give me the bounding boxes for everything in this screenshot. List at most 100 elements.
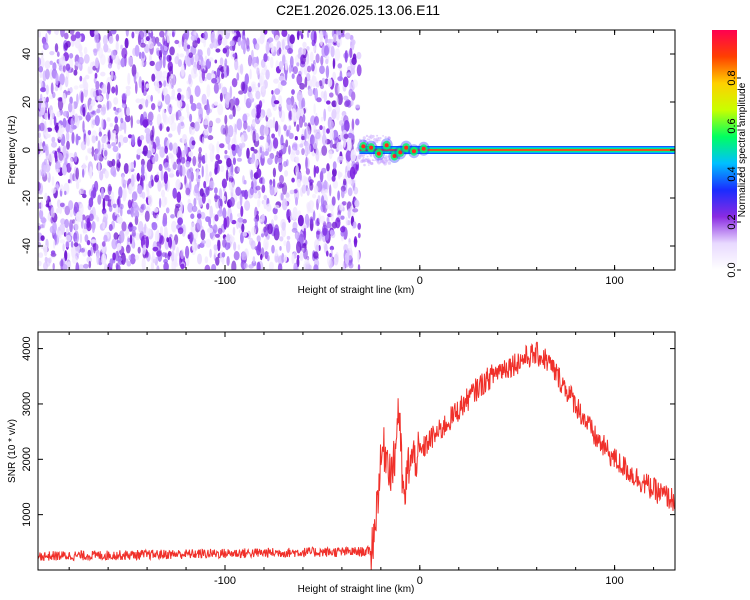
noise-speck: [320, 195, 325, 208]
noise-speck: [344, 32, 351, 40]
noise-speck: [357, 232, 361, 239]
noise-speck: [329, 253, 332, 258]
noise-speck: [253, 149, 258, 154]
noise-speck: [142, 244, 146, 255]
noise-speck: [121, 47, 128, 59]
noise-speck: [172, 187, 177, 199]
noise-speck: [346, 72, 352, 77]
noise-speck: [125, 88, 131, 97]
noise-speck: [145, 99, 149, 108]
noise-speck: [232, 226, 236, 236]
noise-speck: [53, 116, 57, 127]
noise-speck: [254, 218, 258, 231]
noise-speck: [50, 82, 54, 95]
noise-speck: [44, 44, 49, 49]
noise-speck: [351, 118, 355, 131]
noise-speck: [326, 163, 330, 172]
noise-speck: [220, 165, 225, 173]
noise-speck: [197, 244, 201, 250]
noise-speck: [232, 105, 236, 118]
noise-speck: [337, 63, 343, 69]
noise-speck: [50, 250, 56, 255]
noise-speck: [86, 256, 92, 264]
noise-speck: [241, 251, 247, 261]
noise-speck: [366, 155, 369, 158]
noise-speck: [62, 117, 67, 128]
noise-speck: [159, 30, 165, 38]
noise-speck: [308, 200, 315, 209]
noise-speck: [115, 41, 119, 52]
noise-speck: [316, 97, 322, 103]
noise-speck: [78, 56, 84, 65]
noise-speck: [328, 150, 333, 160]
noise-speck: [209, 205, 213, 219]
noise-speck: [253, 62, 259, 70]
noise-speck: [185, 183, 190, 188]
noise-speck: [107, 55, 110, 64]
noise-speck: [229, 86, 233, 99]
noise-speck: [58, 230, 62, 239]
noise-speck: [97, 194, 102, 205]
noise-speck: [106, 117, 111, 122]
noise-speck: [57, 97, 64, 102]
noise-speck: [337, 84, 340, 95]
signal-trace: [357, 138, 675, 163]
noise-speck: [134, 254, 140, 261]
noise-speck: [360, 154, 364, 158]
noise-speck: [286, 99, 293, 112]
noise-speck: [224, 58, 228, 67]
noise-speck: [356, 155, 359, 165]
noise-speck: [49, 225, 55, 234]
noise-speck: [142, 89, 147, 96]
noise-speck: [171, 88, 176, 98]
noise-speck: [248, 86, 252, 93]
noise-speck: [190, 213, 195, 219]
noise-speck: [322, 125, 326, 137]
noise-speck: [255, 43, 260, 51]
noise-speck: [117, 257, 123, 262]
noise-speck: [226, 65, 230, 77]
noise-speck: [194, 53, 199, 62]
noise-speck: [138, 104, 143, 110]
noise-speck: [288, 64, 292, 74]
noise-speck: [166, 237, 170, 243]
noise-speck: [73, 151, 78, 163]
noise-speck: [214, 195, 221, 200]
noise-speck: [40, 81, 43, 88]
noise-speck: [171, 31, 175, 38]
noise-speck: [96, 89, 102, 95]
snr-xtick-label: -100: [214, 575, 236, 587]
noise-speck: [240, 190, 247, 197]
noise-speck: [219, 57, 224, 66]
noise-speck: [350, 133, 355, 140]
noise-speck: [226, 30, 232, 34]
noise-speck: [75, 31, 81, 39]
noise-speck: [357, 264, 361, 270]
noise-speck: [73, 69, 78, 76]
noise-speck: [62, 65, 66, 73]
noise-speck: [204, 152, 208, 163]
noise-speck: [353, 186, 359, 195]
noise-speck: [190, 103, 197, 112]
noise-speck: [103, 212, 109, 222]
noise-speck: [60, 258, 64, 270]
noise-speck: [274, 204, 280, 209]
noise-speck: [206, 84, 211, 98]
noise-speck: [190, 222, 196, 233]
noise-speck: [296, 90, 303, 102]
noise-speck: [225, 45, 230, 50]
noise-speck: [120, 44, 123, 50]
noise-speck: [64, 76, 69, 88]
noise-speck: [207, 135, 214, 141]
noise-speck: [197, 49, 203, 58]
noise-speck: [133, 160, 136, 169]
noise-speck: [242, 232, 247, 237]
noise-speck: [224, 150, 228, 155]
noise-speck: [237, 167, 241, 172]
noise-speck: [217, 34, 222, 46]
noise-speck: [69, 87, 73, 94]
noise-speck: [261, 213, 265, 223]
noise-speck: [77, 63, 82, 68]
noise-speck: [114, 116, 118, 124]
noise-speck: [125, 244, 131, 254]
